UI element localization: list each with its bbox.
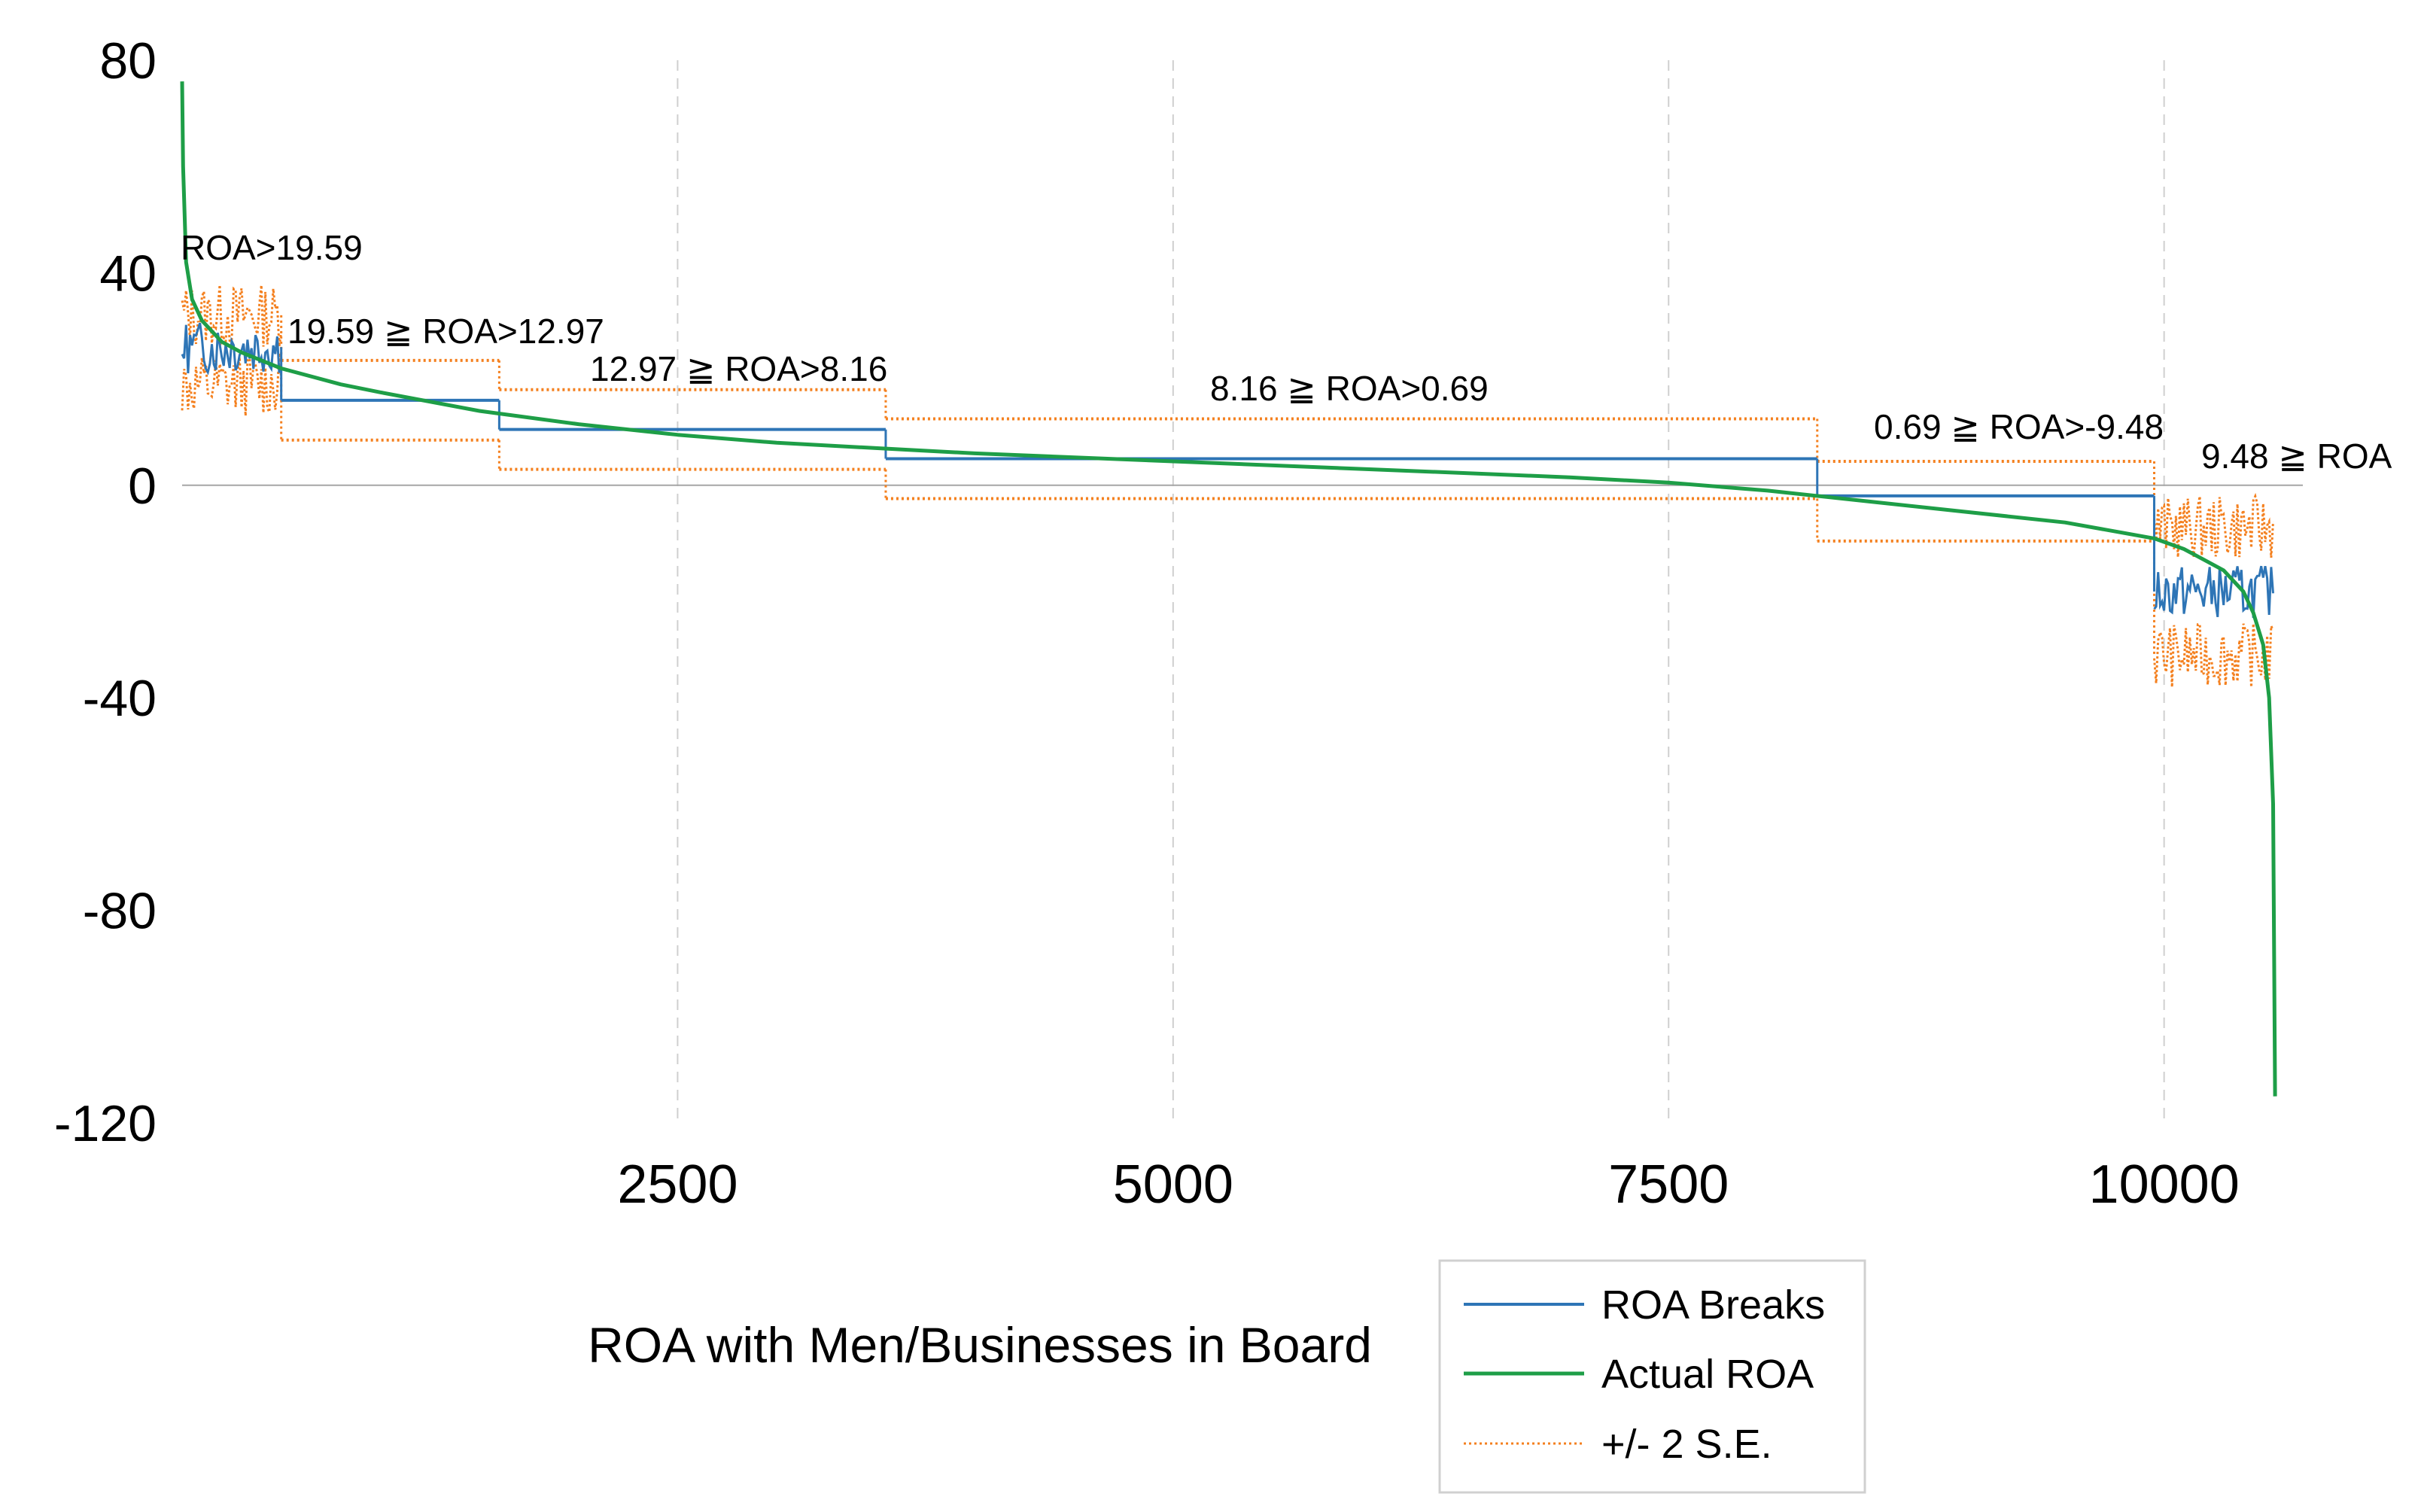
roa-break-segment [2153,565,2274,619]
segment-label: 12.97 ≧ ROA>8.16 [590,349,887,388]
x-tick-label: 7500 [1608,1155,1729,1215]
x-axis-label: ROA with Men/Businesses in Board [588,1317,1372,1373]
x-tick-label: 5000 [1113,1155,1233,1215]
x-tick-label: 10000 [2089,1155,2240,1215]
roa-breaks-layer [181,322,2274,619]
legend-label-actual-roa: Actual ROA [1601,1352,1814,1397]
y-tick-label: 80 [99,32,157,90]
se-lower-band [181,353,283,417]
segment-label: 8.16 ≧ ROA>0.69 [1210,369,1489,408]
legend: ROA Breaks Actual ROA +/- 2 S.E. [1438,1259,1866,1494]
legend-label-roa-breaks: ROA Breaks [1601,1282,1825,1328]
grid-layer [182,60,2303,1123]
tick-labels-layer: 80 40 0 -40 -80 -120 2500 5000 7500 10000 [54,32,2240,1215]
y-tick-label: -80 [83,883,157,940]
roa-break-segment [181,322,283,376]
y-tick-label: -40 [83,670,157,727]
se-upper-band [181,284,283,347]
segment-label: 19.59 ≧ ROA>12.97 [287,312,604,351]
y-tick-label: -120 [54,1095,157,1152]
legend-label-se-band: +/- 2 S.E. [1601,1422,1772,1467]
segment-label: 0.69 ≧ ROA>-9.48 [1874,407,2164,446]
y-tick-label: 40 [99,245,157,302]
legend-box [1438,1259,1866,1494]
x-tick-label: 2500 [617,1155,738,1215]
y-tick-label: 0 [128,458,157,515]
segment-label: 9.48 ≧ ROA [2201,437,2392,476]
actual-roa-layer [180,81,2277,1097]
actual-roa-line [180,81,2277,1097]
se-upper-band [2153,492,2274,558]
se-lower-band [2153,623,2274,687]
segment-label: ROA>19.59 [181,228,363,267]
